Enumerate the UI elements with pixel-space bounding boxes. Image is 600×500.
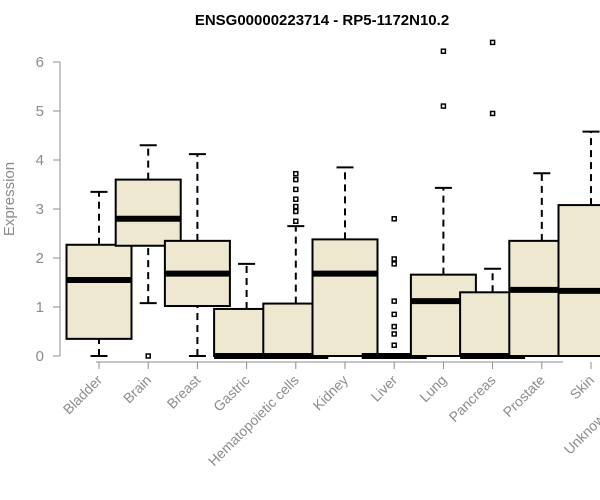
x-tick-label: Skin (567, 372, 598, 403)
outlier-point (293, 186, 299, 193)
iqr-box (65, 243, 133, 340)
iqr-box (311, 238, 379, 358)
y-tick-label: 3 (36, 201, 44, 218)
outlier-point (391, 311, 397, 318)
box-bladder (65, 190, 133, 357)
x-tick-label: Bladder (60, 372, 106, 418)
outlier-point (391, 261, 397, 267)
box-brain (114, 144, 182, 359)
outlier-point (293, 196, 299, 202)
y-axis: 0 1 2 3 4 5 6 (36, 54, 61, 365)
outlier-point (391, 216, 397, 222)
x-tick-label: Gastric (210, 372, 253, 415)
outlier-point (440, 103, 447, 109)
chart-title: ENSG00000223714 - RP5-1172N10.2 (195, 12, 449, 29)
x-tick-label: Lung (416, 372, 449, 405)
outlier-point (391, 298, 397, 304)
box-skin (557, 130, 600, 357)
outlier-point (440, 48, 447, 54)
outlier-point (391, 342, 397, 348)
x-tick-label: Liver (368, 372, 401, 405)
outlier-point (293, 208, 299, 215)
outlier-point (293, 170, 299, 177)
x-tick-label: Pancreas (446, 372, 499, 425)
x-tick-label: Brain (120, 372, 154, 406)
outlier-point (145, 353, 151, 359)
outlier-point (391, 323, 397, 330)
y-axis-label: Expression (1, 162, 18, 236)
iqr-box (557, 204, 600, 357)
iqr-box (114, 178, 182, 247)
x-tick-label: Breast (164, 372, 204, 412)
x-tick-label: Kidney (310, 372, 352, 414)
outlier-point (391, 331, 397, 337)
y-tick-label: 1 (36, 299, 44, 316)
y-tick-label: 5 (36, 103, 44, 120)
plot-area (65, 39, 600, 359)
outlier-point (293, 218, 299, 224)
y-tick-label: 0 (36, 348, 44, 365)
x-tick-label: Prostate (500, 372, 548, 420)
outlier-point (293, 176, 299, 183)
y-tick-label: 2 (36, 250, 44, 267)
outlier-point (391, 256, 397, 262)
outlier-point (293, 203, 299, 210)
outlier-point (489, 110, 496, 117)
box-kidney (311, 166, 379, 358)
x-tick-label: Hematopoietic cells (205, 372, 302, 469)
y-tick-label: 6 (36, 54, 44, 71)
y-tick-label: 4 (36, 152, 44, 169)
outlier-point (489, 39, 496, 46)
box-breast (163, 153, 231, 357)
